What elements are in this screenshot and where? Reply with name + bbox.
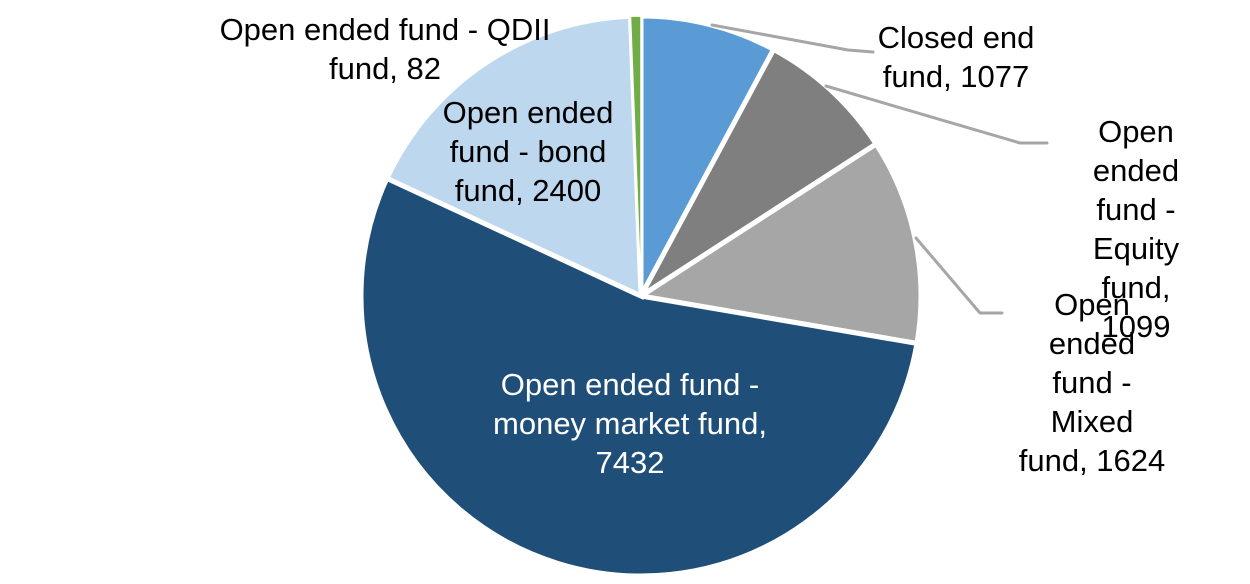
leader-line-closed-end-fund: [710, 23, 875, 54]
leader-line-open-ended-fund-equity-fund: [824, 84, 1049, 145]
pie-slice-open-ended-fund-money-market-fund: [358, 175, 920, 579]
pie-slice-open-ended-fund-mixed-fund: [634, 140, 924, 347]
pie-slice-open-ended-fund-equity-fund: [638, 46, 880, 299]
pie-slice-open-ended-fund-bond-fund: [383, 13, 644, 300]
leader-line-open-ended-fund-mixed-fund: [914, 236, 1004, 315]
pie-slice-closed-end-fund: [638, 13, 778, 298]
pie-slice-open-ended-fund-qdii-fund: [629, 15, 642, 297]
